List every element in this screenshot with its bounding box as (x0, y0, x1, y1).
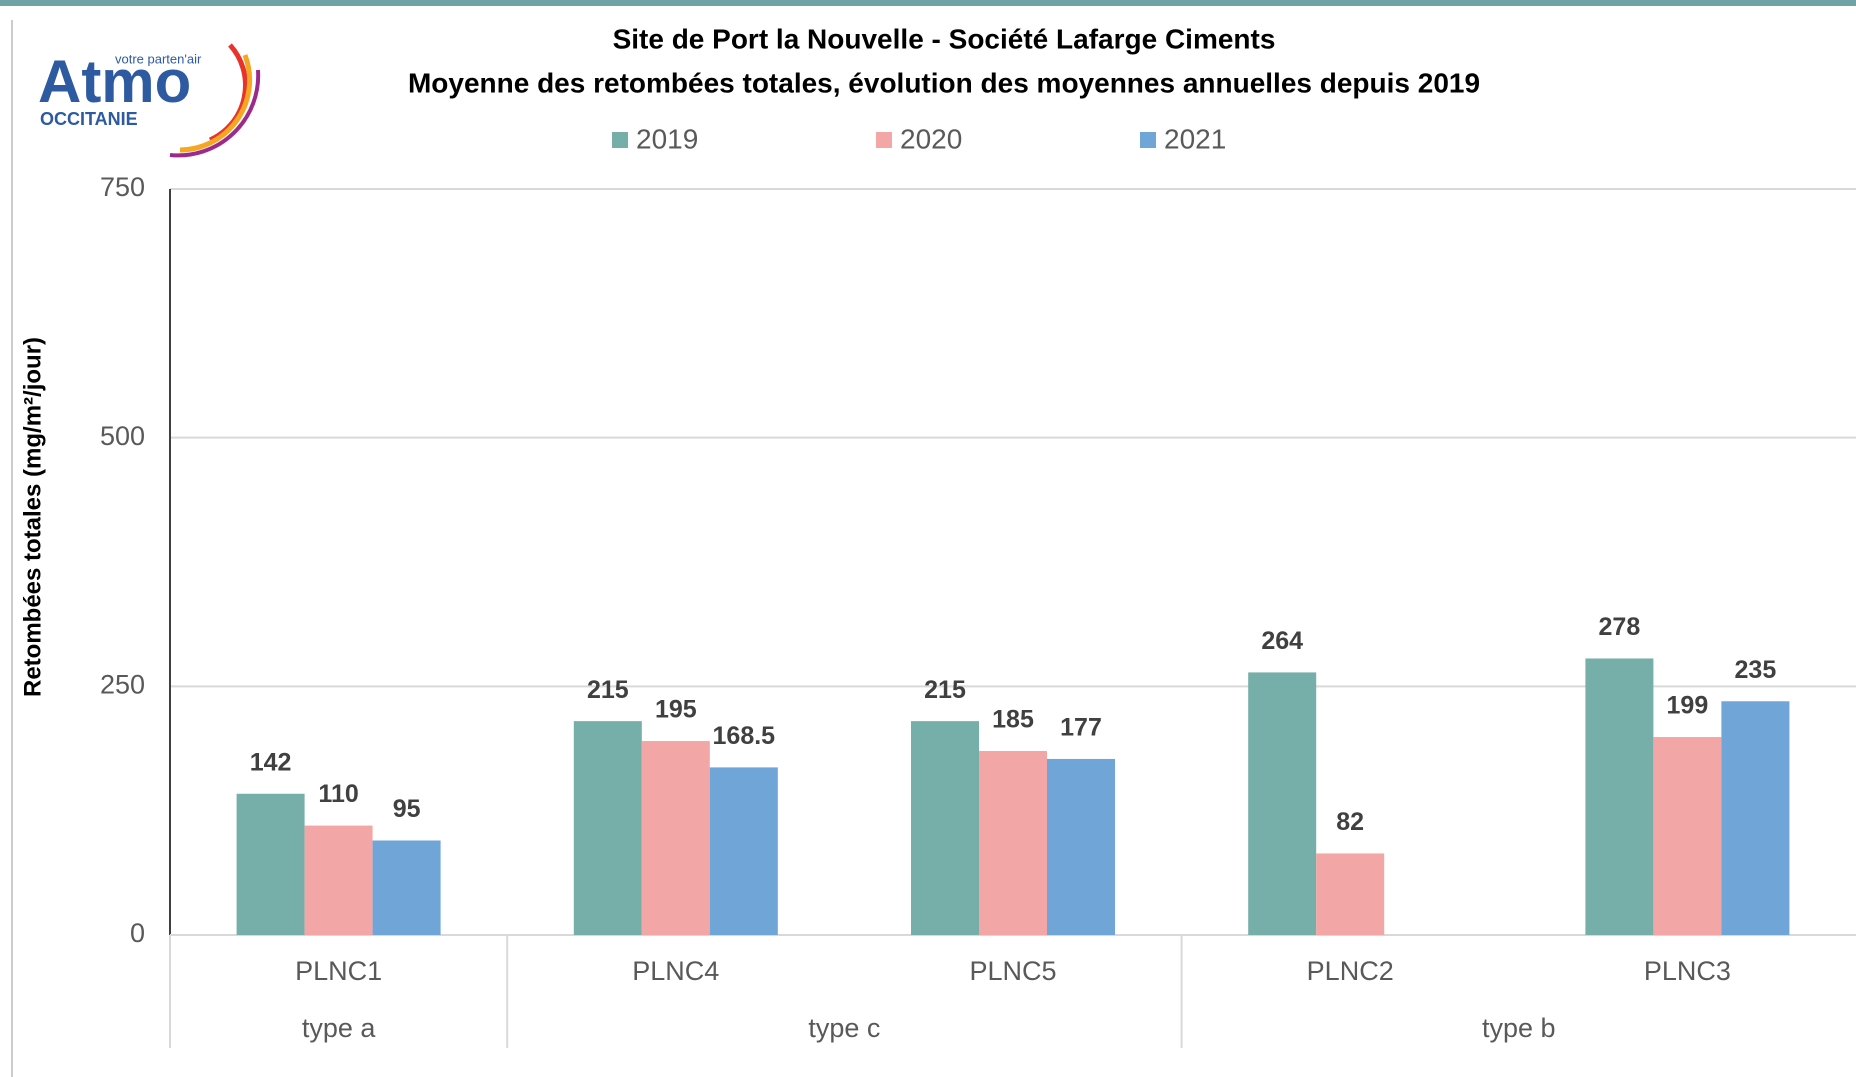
bar (1316, 853, 1385, 935)
bar (1721, 701, 1790, 935)
legend-label: 2020 (900, 123, 962, 154)
value-label: 82 (1336, 808, 1364, 836)
bar (372, 840, 441, 935)
value-label: 215 (924, 676, 966, 704)
y-tick-label: 500 (100, 421, 145, 451)
value-label: 235 (1735, 656, 1777, 684)
value-label: 195 (655, 696, 697, 724)
logo: Atmo votre parten'air OCCITANIE (38, 43, 261, 158)
x-tick-label: PLNC3 (1644, 956, 1731, 986)
bar (304, 825, 373, 935)
value-label: 278 (1599, 613, 1641, 641)
legend-label: 2019 (636, 123, 698, 154)
chart-title: Site de Port la Nouvelle - Société Lafar… (613, 23, 1276, 54)
logo-region: OCCITANIE (40, 109, 138, 129)
chart-subtitle: Moyenne des retombées totales, évolution… (408, 67, 1480, 98)
bar (236, 793, 305, 935)
logo-arc (169, 69, 261, 158)
value-label: 95 (393, 795, 421, 823)
logo-name: Atmo (38, 48, 191, 115)
value-label: 185 (992, 706, 1034, 734)
group-label: type a (302, 1013, 377, 1043)
bar (641, 741, 710, 935)
bar (1585, 658, 1654, 935)
bar (911, 721, 979, 935)
logo-tagline: votre parten'air (115, 51, 202, 66)
x-tick-label: PLNC4 (632, 956, 719, 986)
legend-label: 2021 (1164, 123, 1226, 154)
value-label: 177 (1060, 714, 1102, 742)
value-label: 199 (1667, 692, 1709, 720)
bar (1248, 672, 1317, 935)
legend-swatch (1140, 132, 1156, 148)
value-label: 168.5 (713, 722, 776, 750)
bar (1653, 737, 1722, 935)
bar (979, 750, 1047, 935)
legend-swatch (612, 132, 628, 148)
value-label: 110 (318, 780, 358, 808)
group-label: type c (808, 1013, 880, 1043)
x-tick-label: PLNC1 (295, 956, 382, 986)
bar (1047, 758, 1115, 935)
x-tick-label: PLNC2 (1307, 956, 1394, 986)
legend-swatch (876, 132, 892, 148)
y-axis-label: Retombées totales (mg/m²/jour) (19, 337, 46, 697)
value-label: 264 (1261, 627, 1303, 655)
top-border (0, 0, 1856, 6)
bar (709, 767, 778, 935)
y-tick-label: 750 (100, 172, 145, 202)
x-tick-label: PLNC5 (969, 956, 1056, 986)
y-tick-label: 0 (130, 918, 145, 948)
y-tick-label: 250 (100, 669, 145, 699)
group-label: type b (1482, 1013, 1556, 1043)
logo-arc (179, 54, 253, 153)
value-label: 142 (250, 748, 292, 776)
bar (573, 721, 642, 935)
value-label: 215 (587, 676, 629, 704)
